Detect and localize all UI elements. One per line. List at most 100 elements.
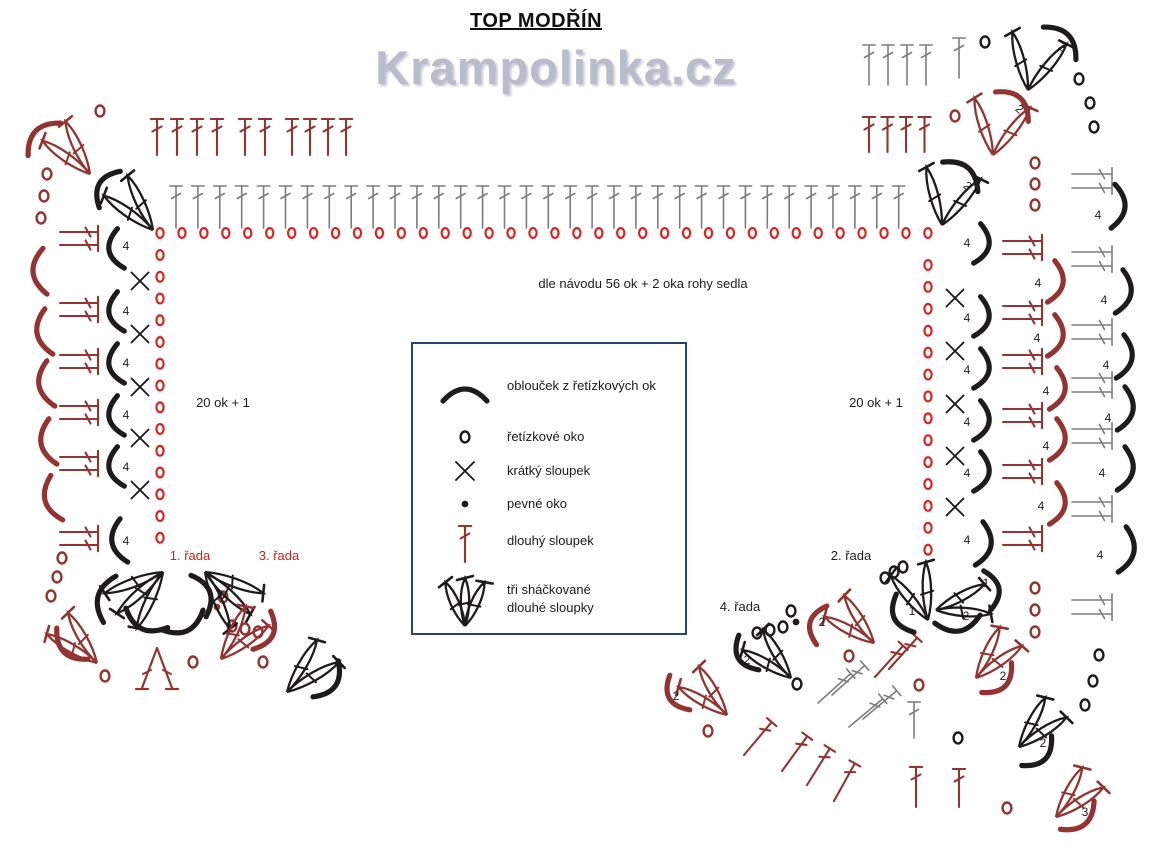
double-crochet-icon (58, 411, 100, 427)
single-crochet-icon (945, 288, 965, 308)
double-crochet-icon (1071, 167, 1113, 181)
chain-stitch-icon (923, 456, 933, 469)
legend-symbol-4 (423, 516, 507, 566)
chain-stitch-icon (265, 227, 275, 240)
chain-stitch-icon (923, 324, 933, 337)
chain-stitch-icon (923, 478, 933, 491)
double-crochet-icon (891, 185, 906, 229)
double-crochet-icon (541, 185, 556, 229)
chain-stitch-icon (1029, 156, 1041, 170)
chain-stitch-icon (769, 227, 780, 240)
chain-stitch-icon (751, 626, 763, 640)
double-crochet-icon (742, 717, 778, 757)
chain-stitch-icon (923, 259, 933, 272)
chain-stitch-icon (1029, 581, 1041, 595)
double-crochet-icon (366, 185, 381, 229)
double-crochet-icon (1001, 470, 1044, 486)
chain-stitch-icon (374, 227, 385, 240)
double-crochet-icon (898, 115, 914, 154)
double-crochet-icon (1071, 422, 1113, 436)
single-crochet-icon (945, 394, 965, 414)
stitch-count-label: 4 (123, 408, 130, 422)
cluster-icon (935, 576, 995, 624)
row-label: 3. řada (259, 548, 300, 563)
double-crochet-icon (497, 185, 512, 229)
chain-stitch-icon (725, 227, 736, 240)
stitch-count-label: 4 (123, 304, 130, 318)
legend-item-single-crochet: krátký sloupek (423, 454, 679, 488)
double-crochet-icon (234, 185, 249, 229)
double-crochet-icon (804, 185, 819, 229)
chain-stitch-icon (901, 227, 911, 240)
double-crochet-icon (628, 185, 643, 229)
chain-arc-icon (979, 660, 1015, 696)
chain-arc-icon (440, 386, 490, 404)
chain-stitch-icon (1079, 698, 1091, 712)
double-crochet-icon (952, 37, 966, 79)
chain-arc-icon (1108, 181, 1128, 231)
chain-stitch-icon (155, 379, 165, 392)
cluster-icon (974, 624, 1030, 680)
single-crochet-icon (945, 341, 965, 361)
double-crochet-icon (58, 462, 100, 478)
double-crochet-icon (847, 185, 862, 229)
chain-arc-icon (109, 516, 131, 565)
chain-stitch-icon (843, 649, 855, 663)
chain-stitch-icon (308, 227, 319, 240)
double-crochet-icon (1071, 332, 1113, 346)
chain-stitch-icon (418, 227, 428, 240)
chain-arc-icon (25, 120, 64, 159)
chain-arc-icon (1040, 24, 1079, 63)
tall-legend-icon (457, 524, 473, 564)
legend-item-cluster: tři sháčkované dlouhé sloupky (423, 568, 679, 630)
double-crochet-icon (900, 44, 914, 86)
stitch-count-label: 4 (1038, 499, 1045, 513)
double-crochet-icon (1071, 371, 1113, 385)
legend-label: krátký sloupek (507, 463, 591, 479)
double-crochet-icon (1001, 311, 1044, 327)
double-crochet-icon (58, 237, 100, 253)
legend-symbol-5 (423, 568, 507, 630)
chain-stitch-icon (462, 227, 472, 240)
stitch-count-label: 2 (744, 653, 751, 667)
chain-stitch-icon (155, 357, 165, 370)
chain-stitch-icon (949, 109, 961, 123)
double-crochet-icon (431, 185, 446, 229)
double-crochet-icon (1001, 246, 1044, 262)
watermark: Krampolinka.cz (375, 41, 737, 94)
legend-label: pevné oko (507, 496, 567, 512)
chain-stitch-icon (1084, 96, 1096, 110)
chain-arc-icon (971, 449, 992, 494)
double-crochet-icon (300, 185, 315, 229)
chain-stitch-icon (791, 677, 803, 691)
chain-arc-icon (106, 444, 127, 489)
legend-label: dlouhý sloupek (507, 533, 594, 549)
legend-symbol-1 (423, 422, 507, 452)
chain-stitch-icon (155, 270, 165, 283)
chain-arc-icon (1046, 365, 1068, 412)
chain-arc-icon (889, 591, 917, 635)
double-crochet-icon (831, 660, 870, 696)
stitch-count-label: 4 (964, 311, 971, 325)
stitch-count-label: 4 (1103, 358, 1110, 372)
stitch-count-label: 2 (673, 689, 680, 703)
chain-stitch-icon (1029, 198, 1041, 212)
legend-symbol-3 (423, 489, 507, 519)
chain-arc-icon (971, 398, 992, 443)
stitch-count-label: 4 (1034, 331, 1041, 345)
chain-stitch-icon (913, 678, 925, 692)
chain-stitch-icon (199, 227, 209, 240)
slip-stitch-dot-icon (461, 500, 469, 508)
double-crochet-icon (58, 537, 100, 553)
chain-arc-icon (123, 605, 171, 634)
legend-label: tři sháčkované dlouhé sloupky (507, 582, 594, 615)
double-crochet-icon (519, 185, 534, 229)
double-crochet-icon (1001, 233, 1044, 249)
stitch-count-label: 4 (1101, 293, 1108, 307)
legend-box: oblouček z řetízkových ok řetízkové oko … (411, 342, 687, 635)
double-crochet-icon (1071, 259, 1113, 273)
stitch-count-label: 3 (1082, 805, 1089, 819)
double-crochet-icon (951, 767, 967, 809)
double-crochet-icon (585, 185, 600, 229)
